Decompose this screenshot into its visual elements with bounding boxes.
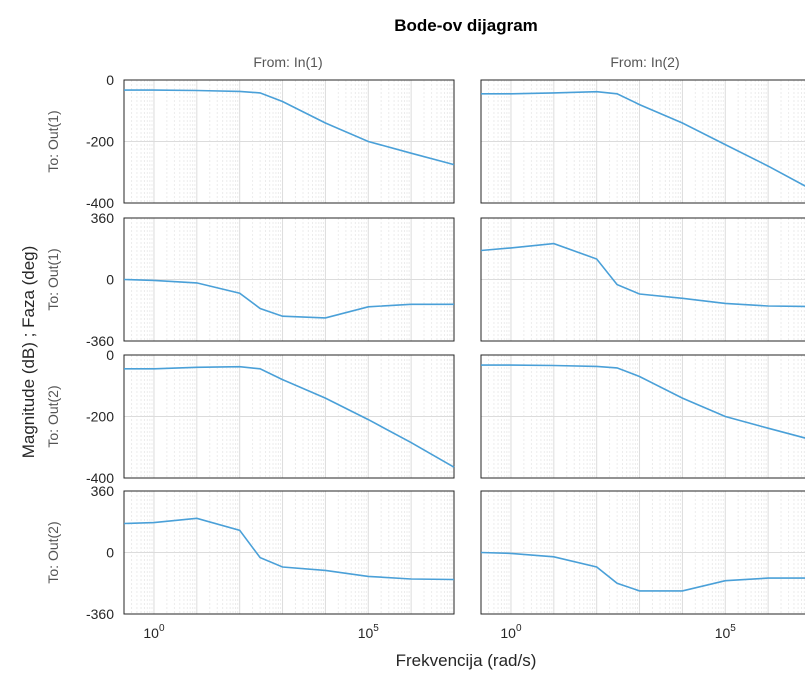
y-tick-label: 0 xyxy=(106,72,114,88)
y-tick-label: 0 xyxy=(106,272,114,288)
panel-r2-c0: 0 -200 -400 To: Out(2) xyxy=(45,347,455,486)
series-line-r0-c0 xyxy=(124,89,455,166)
x-tick-label: 105 xyxy=(715,623,737,641)
panel-frame xyxy=(480,79,805,204)
panel-frame xyxy=(480,354,805,479)
panel-frame xyxy=(123,79,455,204)
series-line-r3-c0 xyxy=(123,517,455,581)
panel-r3-c1 xyxy=(480,490,805,615)
panel-frame xyxy=(123,490,455,615)
row-label: To: Out(1) xyxy=(45,110,61,172)
series-line-r0-c1 xyxy=(481,90,805,187)
column-label-in1: From: In(1) xyxy=(253,54,322,70)
y-tick-label: 0 xyxy=(106,545,114,561)
chart-title: Bode-ov dijagram xyxy=(394,16,538,35)
x-tick-label: 100 xyxy=(500,623,522,641)
column-label-in2: From: In(2) xyxy=(610,54,679,70)
panel-r0-c1 xyxy=(480,79,805,204)
series-line-r3-c1 xyxy=(480,551,805,592)
y-tick-label: -360 xyxy=(86,333,114,349)
y-tick-label: 360 xyxy=(91,210,115,226)
y-tick-label: -400 xyxy=(86,195,114,211)
y-tick-label: -200 xyxy=(86,134,114,150)
series-line-r2-c1 xyxy=(481,364,805,439)
y-tick-label: -360 xyxy=(86,606,114,622)
y-tick-label: -400 xyxy=(86,470,114,486)
series-line-r1-c0 xyxy=(123,278,454,319)
series-line-r2-c0 xyxy=(124,365,455,468)
series-line-r1-c1 xyxy=(480,242,805,308)
y-axis-label: Magnitude (dB) ; Faza (deg) xyxy=(19,246,38,459)
panel-r0-c0: 0 -200 -400 To: Out(1) xyxy=(45,72,455,211)
y-tick-label: -200 xyxy=(86,409,114,425)
panel-r1-c0: 360 0 -360 To: Out(1) xyxy=(45,210,455,349)
panel-r2-c1 xyxy=(480,354,805,479)
panel-frame xyxy=(123,354,455,479)
row-label: To: Out(2) xyxy=(45,521,61,583)
row-label: To: Out(2) xyxy=(45,385,61,447)
row-label: To: Out(1) xyxy=(45,248,61,310)
panel-r3-c0: 360 0 -360 To: Out(2) xyxy=(45,483,455,622)
x-axis-label: Frekvencija (rad/s) xyxy=(396,651,537,670)
y-tick-label: 360 xyxy=(91,483,115,499)
x-tick-label: 100 xyxy=(143,623,165,641)
x-tick-label: 105 xyxy=(358,623,380,641)
panel-frame xyxy=(480,217,805,342)
panel-r1-c1 xyxy=(480,217,805,342)
y-tick-label: 0 xyxy=(106,347,114,363)
